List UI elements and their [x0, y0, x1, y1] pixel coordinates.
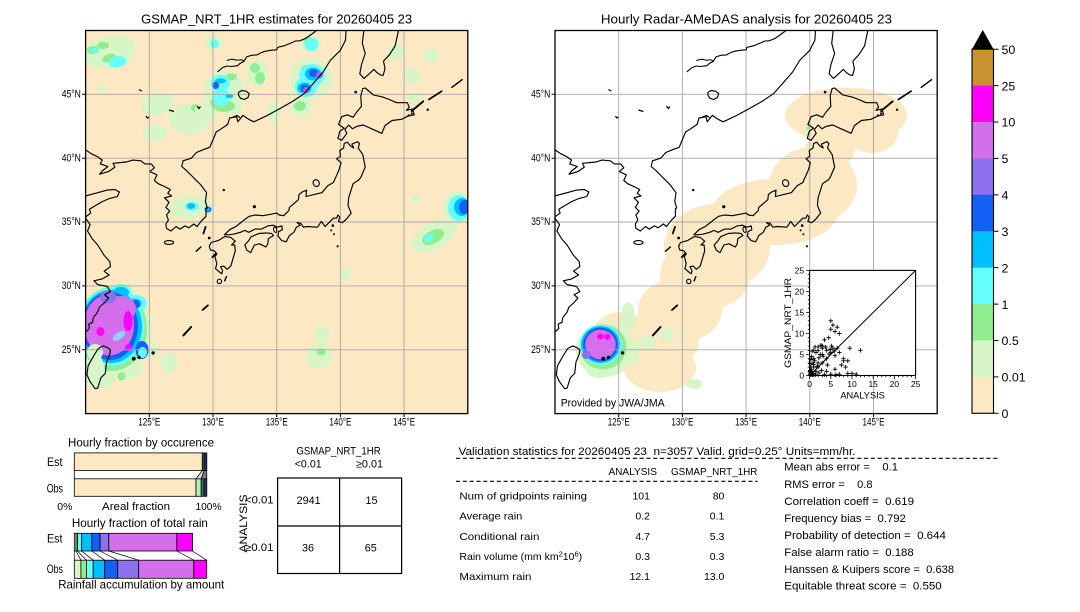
svg-text:40°N: 40°N	[62, 152, 81, 164]
svg-text:0: 0	[1002, 407, 1009, 421]
svg-text:130°E: 130°E	[671, 416, 693, 428]
svg-text:1: 1	[1002, 298, 1009, 312]
svg-text:2: 2	[1002, 261, 1009, 275]
svg-text:Equitable threat score = 0.55: Equitable threat score = 0.550	[784, 581, 941, 593]
svg-text:140°E: 140°E	[329, 416, 351, 428]
svg-text:≥0.01: ≥0.01	[245, 542, 274, 554]
svg-text:5: 5	[1002, 152, 1009, 166]
svg-text:145°E: 145°E	[863, 416, 885, 428]
svg-text:Mean abs error = 0.1: Mean abs error = 0.1	[784, 462, 898, 474]
svg-text:4.7: 4.7	[635, 531, 650, 543]
svg-text:ANALYSIS: ANALYSIS	[608, 466, 657, 478]
svg-text:0.1: 0.1	[710, 510, 725, 522]
svg-text:0: 0	[799, 371, 804, 381]
svg-text:20: 20	[795, 286, 805, 296]
svg-text:<0.01: <0.01	[295, 458, 322, 470]
svg-text:35°N: 35°N	[62, 216, 81, 228]
svg-text:ANALYSIS: ANALYSIS	[238, 495, 250, 553]
svg-text:Hourly fraction by occurence: Hourly fraction by occurence	[68, 436, 214, 450]
svg-text:101: 101	[632, 490, 650, 502]
svg-text:Areal fraction: Areal fraction	[102, 501, 170, 513]
svg-text:25: 25	[795, 265, 805, 275]
svg-text:135°E: 135°E	[735, 416, 757, 428]
svg-text:False alarm ratio = 0.188: False alarm ratio = 0.188	[784, 547, 913, 559]
svg-text:15: 15	[365, 495, 377, 507]
svg-text:145°E: 145°E	[393, 416, 415, 428]
svg-text:140°E: 140°E	[799, 416, 821, 428]
svg-text:36: 36	[302, 542, 314, 554]
svg-text:Rainfall accumulation by amoun: Rainfall accumulation by amount	[58, 577, 225, 591]
svg-text:RMS error = 0.8: RMS error = 0.8	[784, 479, 872, 491]
svg-text:GSMAP_NRT_1HR estimates for 20: GSMAP_NRT_1HR estimates for 20260405 23	[141, 12, 412, 27]
svg-text:Provided by JWA/JMA: Provided by JWA/JMA	[561, 397, 665, 409]
svg-text:Validation statistics for 2026: Validation statistics for 20260405 23 n=…	[459, 446, 856, 458]
svg-text:12.1: 12.1	[630, 571, 651, 583]
svg-text:GSMAP_NRT_1HR: GSMAP_NRT_1HR	[296, 445, 380, 457]
svg-text:15: 15	[868, 379, 878, 389]
svg-text:Frequency bias = 0.792: Frequency bias = 0.792	[784, 513, 906, 525]
svg-text:135°E: 135°E	[266, 416, 288, 428]
svg-text:40°N: 40°N	[531, 152, 550, 164]
svg-text:30°N: 30°N	[531, 280, 550, 292]
svg-text:Rain volume (mm km2106): Rain volume (mm km2106)	[459, 549, 582, 563]
svg-text:Correlation coeff = 0.619: Correlation coeff = 0.619	[784, 496, 914, 508]
svg-text:130°E: 130°E	[202, 416, 224, 428]
svg-text:Hourly fraction of total rain: Hourly fraction of total rain	[72, 516, 208, 530]
svg-text:65: 65	[365, 542, 377, 554]
svg-text:30°N: 30°N	[62, 280, 81, 292]
svg-text:25: 25	[911, 379, 921, 389]
svg-text:10: 10	[795, 329, 805, 339]
svg-text:ANALYSIS: ANALYSIS	[840, 391, 885, 402]
svg-text:Conditional rain: Conditional rain	[459, 531, 539, 543]
svg-text:0%: 0%	[57, 501, 72, 513]
svg-text:GSMAP_NRT_1HR: GSMAP_NRT_1HR	[783, 278, 794, 368]
svg-text:Average rain: Average rain	[459, 510, 522, 522]
svg-text:10: 10	[847, 379, 857, 389]
svg-text:2941: 2941	[297, 495, 321, 507]
svg-text:50: 50	[1002, 43, 1016, 57]
svg-text:Obs: Obs	[47, 563, 63, 576]
svg-text:45°N: 45°N	[531, 88, 550, 100]
svg-text:125°E: 125°E	[608, 416, 630, 428]
svg-text:13.0: 13.0	[704, 571, 725, 583]
svg-text:0.5: 0.5	[1002, 334, 1019, 348]
svg-text:Num of gridpoints raining: Num of gridpoints raining	[459, 490, 587, 502]
svg-text:80: 80	[713, 490, 725, 502]
svg-text:4: 4	[1002, 189, 1009, 203]
svg-text:0.01: 0.01	[1002, 371, 1026, 385]
svg-text:5: 5	[799, 350, 804, 360]
svg-text:0.3: 0.3	[635, 551, 650, 563]
svg-text:0.3: 0.3	[710, 551, 725, 563]
svg-text:GSMAP_NRT_1HR: GSMAP_NRT_1HR	[671, 466, 758, 478]
svg-text:5.3: 5.3	[710, 531, 725, 543]
svg-text:20: 20	[890, 379, 900, 389]
svg-text:0: 0	[807, 379, 812, 389]
svg-text:25°N: 25°N	[531, 344, 550, 356]
svg-text:Est: Est	[47, 456, 63, 469]
svg-text:100%: 100%	[196, 501, 222, 513]
svg-text:125°E: 125°E	[138, 416, 160, 428]
svg-text:Hourly Radar-AMeDAS analysis f: Hourly Radar-AMeDAS analysis for 2026040…	[601, 12, 892, 27]
svg-text:3: 3	[1002, 225, 1009, 239]
svg-text:0.2: 0.2	[635, 510, 650, 522]
svg-text:Est: Est	[47, 532, 63, 545]
svg-text:15: 15	[795, 307, 805, 317]
svg-text:Obs: Obs	[47, 482, 63, 495]
svg-text:Maximum rain: Maximum rain	[459, 571, 531, 583]
svg-text:≥0.01: ≥0.01	[356, 458, 383, 470]
svg-text:Hanssen & Kuipers score = 0.6: Hanssen & Kuipers score = 0.638	[784, 564, 954, 576]
svg-text:5: 5	[828, 379, 833, 389]
svg-text:Probability of detection = 0.: Probability of detection = 0.644	[784, 530, 946, 542]
svg-text:<0.01: <0.01	[245, 495, 274, 507]
svg-text:35°N: 35°N	[531, 216, 550, 228]
svg-text:10: 10	[1002, 116, 1016, 130]
svg-text:25°N: 25°N	[62, 344, 81, 356]
svg-text:25: 25	[1002, 79, 1016, 93]
svg-text:45°N: 45°N	[62, 88, 81, 100]
